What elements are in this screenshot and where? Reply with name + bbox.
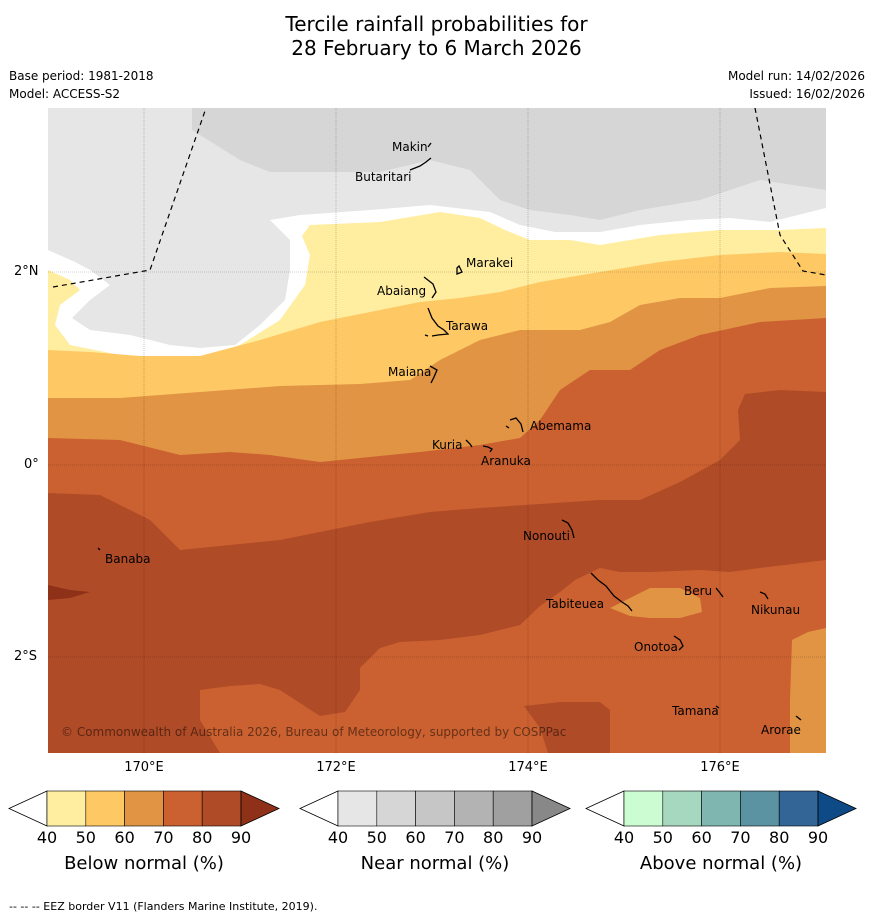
colorbar-low-extension [299, 790, 339, 827]
lat-label-0: 0° [24, 457, 39, 472]
colorbar-tick-label: 40 [613, 828, 635, 847]
colorbar-band [492, 790, 533, 827]
place-label: Tabiteuea [545, 597, 604, 611]
base-period: Base period: 1981-2018 [9, 69, 154, 83]
place-label: Makin [392, 140, 428, 154]
colorbar-tick-label: 90 [521, 828, 543, 847]
colorbar-tick-label: 80 [769, 828, 790, 847]
place-label: Maiana [388, 365, 431, 379]
colorbar-tick-label: 70 [153, 828, 174, 847]
place-labels: Makin Butaritari Marakei Abaiang Tarawa … [105, 140, 801, 737]
colorbar-low-extension [585, 790, 625, 827]
colorbar-tick-label: 60 [114, 828, 135, 847]
copyright-notice: © Commonwealth of Australia 2026, Bureau… [61, 725, 566, 739]
colorbar-title: Near normal (%) [360, 853, 510, 874]
colorbar-band [201, 790, 242, 827]
colorbar-band [623, 790, 664, 827]
lat-label-2n: 2°N [14, 264, 39, 279]
colorbar-band [124, 790, 164, 827]
colorbar-band [662, 790, 702, 827]
below-normal-60-patch-arorae [790, 628, 826, 753]
issued-date: Issued: 16/02/2026 [749, 87, 865, 101]
place-label: Arorae [761, 723, 801, 737]
below-normal-80-region [48, 390, 826, 753]
place-label: Banaba [105, 552, 151, 566]
eez-legend-footer: -- -- -- EEZ border V11 (Flanders Marine… [9, 900, 318, 913]
near-normal-50-region [192, 108, 826, 220]
place-label: Aranuka [481, 454, 531, 468]
place-label: Marakei [466, 256, 513, 270]
colorbar-band [740, 790, 780, 827]
colorbar-2 [585, 790, 857, 827]
colorbar-title: Above normal (%) [639, 853, 803, 874]
below-normal-80-patch-south [524, 702, 610, 753]
model-name: Model: ACCESS-S2 [9, 87, 121, 101]
lat-label-2s: 2°S [14, 649, 38, 664]
place-label: Butaritari [355, 170, 412, 184]
probability-field: Makin Butaritari Marakei Abaiang Tarawa … [48, 108, 826, 753]
colorbar-tick-label: 60 [691, 828, 712, 847]
colorbar-high-extension [240, 790, 280, 827]
below-normal-60-patch-beru [610, 588, 702, 618]
place-label: Tamana [671, 704, 719, 718]
colorbar-tick-label: 40 [327, 828, 349, 847]
colorbar-tick-label: 70 [444, 828, 465, 847]
place-label: Beru [684, 584, 712, 598]
place-label: Abaiang [377, 284, 426, 298]
colorbar-band [778, 790, 819, 827]
colorbar-band [163, 790, 203, 827]
colorbar-band [46, 790, 87, 827]
colorbar-tick-label: 50 [652, 828, 673, 847]
lon-label-170e: 170°E [124, 760, 164, 775]
place-label: Nikunau [751, 603, 800, 617]
colorbar-1 [299, 790, 571, 827]
eez-border [52, 108, 826, 288]
colorbar-tick-label: 80 [192, 828, 213, 847]
place-label: Tarawa [445, 319, 488, 333]
place-label: Kuria [432, 438, 463, 452]
colorbar-tick-label: 90 [230, 828, 252, 847]
colorbar-low-extension [8, 790, 48, 827]
colorbar-band [454, 790, 494, 827]
colorbar-tick-label: 60 [405, 828, 426, 847]
place-label: Onotoa [634, 640, 678, 654]
colorbar-band [337, 790, 378, 827]
below-normal-90-region [48, 585, 90, 600]
colorbars [8, 790, 857, 827]
colorbar-tick-label: 50 [366, 828, 387, 847]
place-label: Abemama [530, 419, 591, 433]
colorbar-tick-label: 50 [75, 828, 96, 847]
lon-label-172e: 172°E [316, 760, 356, 775]
map-title-line-1: Tercile rainfall probabilities for [285, 12, 588, 36]
island-outlines [97, 142, 802, 721]
colorbar-band [376, 790, 416, 827]
colorbar-tick-label: 70 [730, 828, 751, 847]
lon-label-174e: 174°E [508, 760, 548, 775]
colorbar-tick-label: 80 [483, 828, 504, 847]
colorbar-tick-label: 40 [36, 828, 58, 847]
colorbar-band [701, 790, 741, 827]
colorbar-high-extension [531, 790, 571, 827]
model-run: Model run: 14/02/2026 [727, 69, 865, 83]
map-title-line-2: 28 February to 6 March 2026 [291, 36, 582, 60]
colorbar-title: Below normal (%) [64, 853, 224, 874]
place-label: Nonouti [523, 529, 570, 543]
colorbar-high-extension [817, 790, 857, 827]
lon-label-176e: 176°E [700, 760, 740, 775]
colorbar-0 [8, 790, 280, 827]
graticule [48, 108, 826, 753]
colorbar-band [415, 790, 455, 827]
colorbar-tick-label: 90 [807, 828, 829, 847]
colorbar-band [85, 790, 125, 827]
